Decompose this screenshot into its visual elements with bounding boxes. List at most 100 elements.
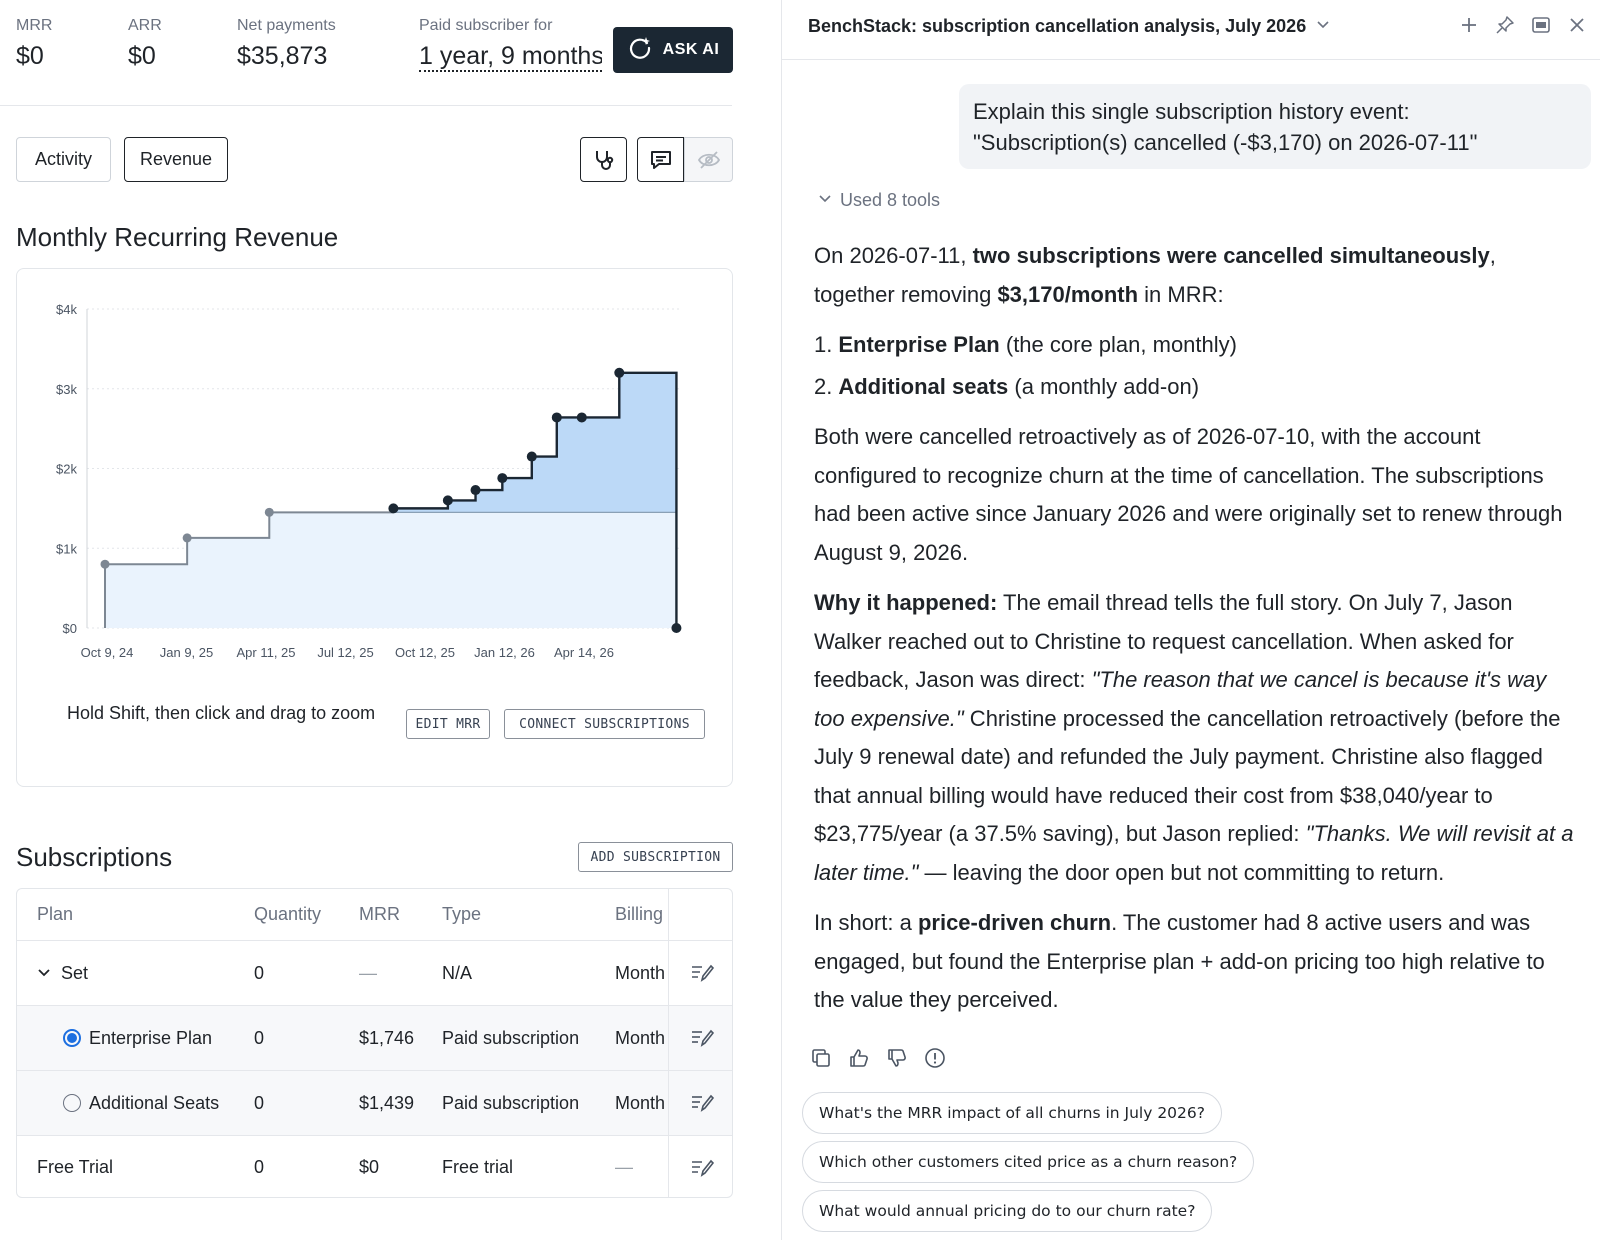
edit-row-button[interactable] xyxy=(668,941,732,1005)
plan-cell: Additional Seats xyxy=(63,1071,219,1135)
metric-paid-subscriber-for: Paid subscriber for 1 year, 9 months xyxy=(419,17,602,77)
comment-icon xyxy=(650,150,671,169)
plan-cell: Set xyxy=(37,941,88,1005)
suggestion-chip[interactable]: Which other customers cited price as a c… xyxy=(802,1141,1255,1183)
col-billing: Billing xyxy=(615,904,664,924)
col-mrr: MRR xyxy=(359,904,400,924)
series-line xyxy=(393,371,678,628)
data-point xyxy=(576,412,587,423)
ask-ai-label: ASK AI xyxy=(662,41,720,58)
plan-name: Enterprise Plan xyxy=(89,1027,213,1048)
answer-paragraph: Both were cancelled retroactively as of … xyxy=(814,424,1563,565)
ask-ai-button[interactable]: ASK AI xyxy=(613,27,733,73)
table-header: Plan Quantity MRR Type Billing xyxy=(17,889,732,940)
mrr-chart[interactable]: $4k $3k $2k $1k $0 Oct 9, 24 Jan 9, 25 Apr 11, … xyxy=(17,269,734,788)
billing-cell: Month xyxy=(615,1092,666,1113)
edit-list-icon xyxy=(691,1159,714,1177)
plus-icon[interactable] xyxy=(1458,14,1480,36)
data-point xyxy=(388,503,399,514)
table-row[interactable]: Enterprise Plan 0 $1,746 Paid subscripti… xyxy=(17,1005,732,1070)
data-point xyxy=(614,367,625,378)
quantity-cell: 0 xyxy=(254,1157,265,1177)
x-tick-label: Oct 9, 24 xyxy=(81,645,134,660)
customer-detail-panel: MRR $0 ARR $0 Net payments $35,873 Paid … xyxy=(0,0,781,1240)
ai-sparkle-icon xyxy=(627,35,653,66)
answer-list-item: 1. Enterprise Plan (the core plan, monthl… xyxy=(814,332,1237,357)
billing-cell: — xyxy=(615,1157,633,1177)
tab-activity[interactable]: Activity xyxy=(16,137,111,182)
answer-paragraph: Why it happened: The email thread tells … xyxy=(814,590,1574,885)
x-tick-label: Apr 11, 25 xyxy=(236,645,295,660)
report-icon[interactable] xyxy=(924,1047,946,1069)
mrr-cell: $1,746 xyxy=(359,1027,415,1048)
x-tick-label: Jan 12, 26 xyxy=(474,645,535,660)
suggestion-chip[interactable]: What's the MRR impact of all churns in J… xyxy=(802,1092,1222,1134)
table-row[interactable]: Free Trial 0 $0 Free trial — xyxy=(17,1135,732,1197)
col-quantity: Quantity xyxy=(254,904,322,924)
metric-arr-label: ARR xyxy=(128,17,162,34)
edit-list-icon xyxy=(691,1094,714,1112)
y-tick-label: $1k xyxy=(56,541,77,556)
quantity-cell: 0 xyxy=(254,1092,265,1113)
ai-chat-panel: BenchStack: subscription cancellation an… xyxy=(782,0,1600,1240)
tab-revenue[interactable]: Revenue xyxy=(124,137,228,182)
assistant-answer: On 2026-07-11, two subscriptions were ca… xyxy=(814,237,1574,1032)
header-divider xyxy=(0,105,732,106)
metric-arr: ARR $0 xyxy=(128,17,162,71)
subscriptions-table: Plan Quantity MRR Type Billing Set 0 — N… xyxy=(16,888,733,1198)
chevron-down-icon[interactable] xyxy=(1316,16,1330,37)
x-tick-label: Oct 12, 25 xyxy=(395,645,455,660)
copy-icon[interactable] xyxy=(810,1047,832,1069)
radio-selected[interactable] xyxy=(63,1029,81,1047)
comment-button[interactable] xyxy=(637,137,684,182)
chat-title[interactable]: BenchStack: subscription cancellation an… xyxy=(808,16,1330,37)
thumbs-down-icon[interactable] xyxy=(886,1047,908,1069)
data-point xyxy=(551,412,562,423)
edit-row-button[interactable] xyxy=(668,1136,732,1197)
suggestion-chip[interactable]: What would annual pricing do to our chur… xyxy=(802,1190,1213,1232)
table-row[interactable]: Set 0 — N/A Month xyxy=(17,940,732,1005)
area-fill-growth xyxy=(393,372,677,513)
chevron-down-icon xyxy=(818,190,832,211)
chevron-down-icon[interactable] xyxy=(37,966,51,980)
radio-unselected[interactable] xyxy=(63,1094,81,1112)
col-type: Type xyxy=(442,904,482,924)
metric-net-payments-label: Net payments xyxy=(237,17,336,34)
quantity-cell: 0 xyxy=(254,1027,265,1048)
user-message: Explain this single subscription history… xyxy=(959,84,1591,169)
plan-name: Set xyxy=(61,962,89,983)
mrr-cell: — xyxy=(359,962,377,983)
mrr-cell: $1,439 xyxy=(359,1092,415,1113)
zoom-hint: Hold Shift, then click and drag to zoom xyxy=(67,703,376,723)
edit-mrr-button[interactable]: EDIT MRR xyxy=(406,709,490,739)
type-cell: Paid subscription xyxy=(442,1092,580,1113)
metric-paid-subscriber-value[interactable]: 1 year, 9 months xyxy=(419,42,602,72)
plan-cell: Enterprise Plan xyxy=(63,1006,212,1070)
answer-paragraph: In short: a price-driven churn. The cust… xyxy=(814,910,1545,1012)
table-row[interactable]: Additional Seats 0 $1,439 Paid subscript… xyxy=(17,1070,732,1135)
user-message-line1: Explain this single subscription history… xyxy=(973,99,1410,124)
type-cell: N/A xyxy=(442,962,473,983)
edit-row-button[interactable] xyxy=(668,1071,732,1135)
close-icon[interactable] xyxy=(1566,14,1588,36)
answer-paragraph: On 2026-07-11, two subscriptions were ca… xyxy=(814,243,1496,307)
thumbs-up-icon[interactable] xyxy=(848,1047,870,1069)
chat-header: BenchStack: subscription cancellation an… xyxy=(782,0,1600,60)
panel-toggle-icon[interactable] xyxy=(1530,14,1552,36)
data-point xyxy=(442,495,453,506)
pin-icon[interactable] xyxy=(1494,14,1516,36)
edit-row-button[interactable] xyxy=(668,1006,732,1070)
subscriptions-title: Subscriptions xyxy=(16,842,173,872)
health-button[interactable] xyxy=(580,137,627,182)
connect-subscriptions-button[interactable]: CONNECT SUBSCRIPTIONS xyxy=(504,709,705,739)
metric-mrr-value: $0 xyxy=(16,42,44,70)
stethoscope-icon xyxy=(595,150,613,170)
y-tick-label: $3k xyxy=(56,382,77,397)
used-tools-toggle[interactable]: Used 8 tools xyxy=(818,190,940,211)
mrr-cell: $0 xyxy=(359,1157,380,1177)
answer-list-item: 2. Additional seats (a monthly add-on) xyxy=(814,373,1200,399)
y-tick-label: $0 xyxy=(63,621,77,636)
user-message-line2: "Subscription(s) cancelled (-$3,170) on … xyxy=(973,130,1478,155)
add-subscription-button[interactable]: ADD SUBSCRIPTION xyxy=(578,842,733,872)
hide-button[interactable] xyxy=(684,137,733,182)
